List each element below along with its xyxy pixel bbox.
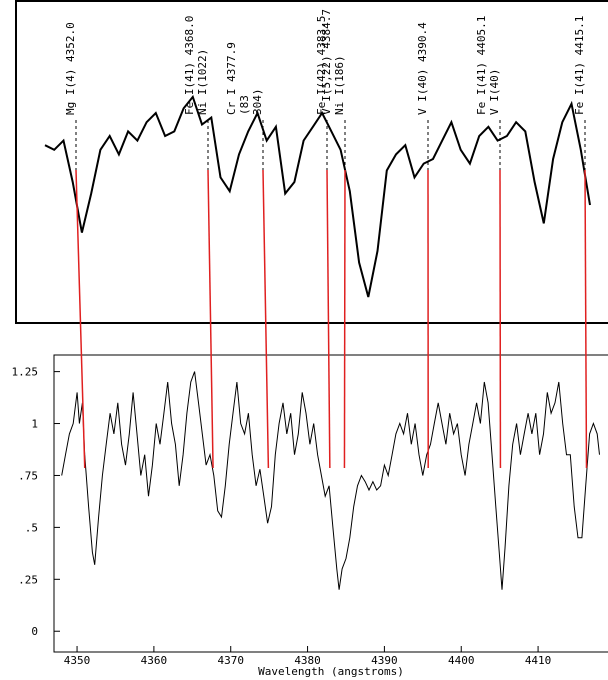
- x-tick-label: 4390: [371, 654, 398, 667]
- match-line: [343, 169, 346, 469]
- x-axis-label: Wavelength (angstroms): [258, 665, 404, 678]
- match-line: [326, 169, 331, 469]
- scan-spectrum-line: [44, 94, 591, 298]
- y-tick-label: 1.25: [12, 366, 39, 379]
- x-tick-label: 4370: [217, 654, 244, 667]
- x-tick-label: 4380: [294, 654, 321, 667]
- x-tick-label: 4400: [448, 654, 475, 667]
- x-tick-label: 4360: [141, 654, 168, 667]
- match-line: [75, 169, 86, 469]
- x-tick-label: 4410: [525, 654, 552, 667]
- y-tick-label: 0: [31, 625, 38, 638]
- line-label: 304): [251, 89, 264, 116]
- line-label: V I(40) 4390.4: [416, 22, 429, 115]
- match-line: [584, 169, 588, 469]
- line-label: Fe I(41) 4405.1: [475, 16, 488, 115]
- line-label: V I(40): [488, 69, 501, 115]
- line-label: Fe I(42) 4383.5: [315, 16, 328, 115]
- top-panel-frame: [15, 0, 608, 324]
- y-tick-label: .5: [25, 521, 38, 534]
- line-label: Fe I(41) 4415.1: [573, 16, 586, 115]
- match-line: [207, 169, 214, 469]
- plot-frame: [53, 354, 608, 653]
- line-label: V I(5,22) 4384.7: [320, 9, 333, 115]
- line-label: Ni I(1022): [196, 49, 209, 115]
- line-label: Fe I(41) 4368.0: [183, 16, 196, 115]
- line-label: Cr I 4377.9: [225, 42, 238, 115]
- y-tick-label: 1: [31, 418, 38, 431]
- y-tick-label: .75: [18, 469, 38, 482]
- line-label: Ni I(186): [333, 55, 346, 115]
- spectrum-line: [61, 371, 600, 590]
- x-tick-label: 4350: [64, 654, 91, 667]
- line-label: (83: [238, 95, 251, 115]
- y-tick-label: .25: [18, 573, 38, 586]
- match-line: [262, 169, 270, 469]
- line-label: Mg I(4) 4352.0: [64, 22, 77, 115]
